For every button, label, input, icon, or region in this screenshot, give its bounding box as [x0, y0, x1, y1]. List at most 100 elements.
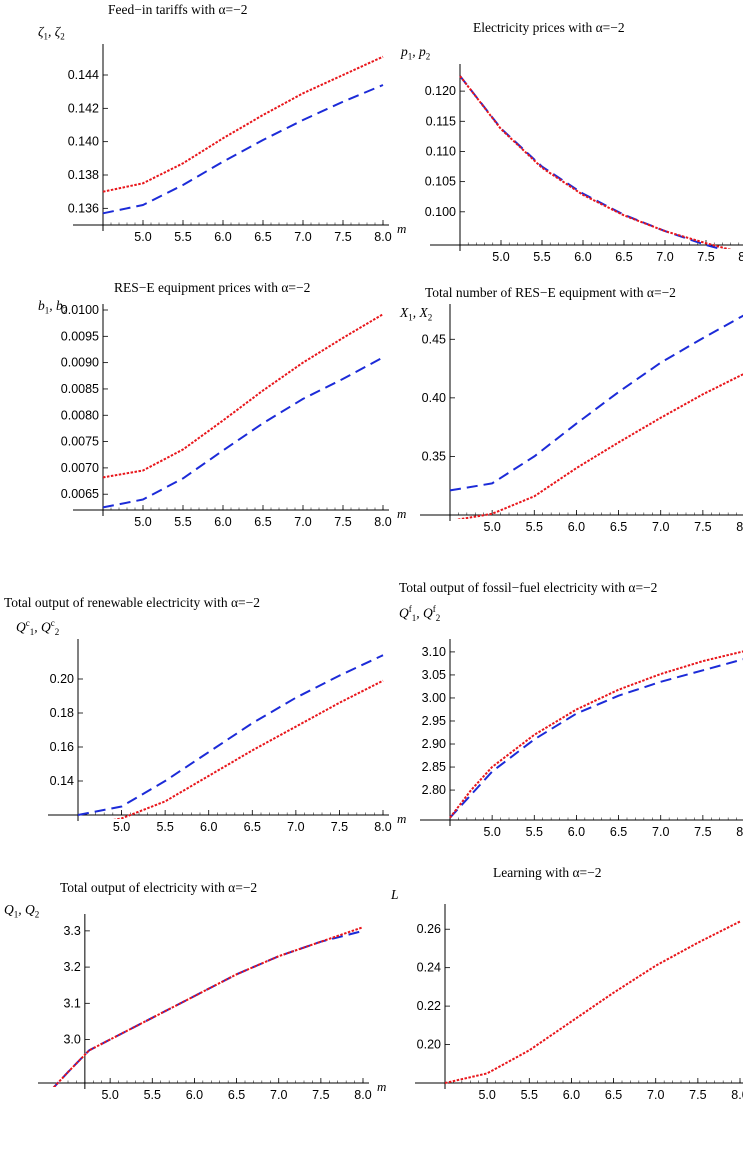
x-tick-label: 6.0: [568, 825, 585, 839]
y-tick-label: 0.0085: [61, 382, 99, 396]
series-line-blue-dashed: [52, 929, 364, 1087]
y-axis-label: ζ1, ζ2: [38, 24, 65, 42]
line-chart: 5.05.56.06.57.07.58.0m0.1000.1050.1100.1…: [425, 64, 743, 264]
x-axis-label: m: [397, 811, 406, 826]
y-tick-label: 0.120: [425, 84, 456, 98]
chart-title: Feed−in tariffs with α=−2: [108, 2, 248, 17]
x-tick-label: 7.5: [689, 1088, 706, 1102]
y-tick-label: 0.110: [426, 144, 456, 158]
x-tick-label: 6.5: [610, 825, 627, 839]
x-tick-label: 5.0: [134, 230, 151, 244]
chart-title: Total output of electricity with α=−2: [60, 880, 258, 895]
x-tick-label: 5.5: [521, 1088, 538, 1102]
x-tick-label: 8.0: [736, 520, 743, 534]
x-tick-label: 6.5: [254, 230, 271, 244]
x-tick-label: 7.0: [294, 230, 311, 244]
series-line-blue-dashed: [102, 356, 384, 509]
x-tick-label: 5.5: [174, 515, 191, 529]
x-tick-label: 7.5: [331, 820, 348, 834]
y-tick-label: 0.0075: [61, 435, 99, 449]
x-tick-label: 5.0: [101, 1088, 118, 1102]
x-tick-label: 5.0: [483, 520, 500, 534]
y-tick-label: 0.105: [425, 175, 456, 189]
x-tick-label: 7.0: [652, 825, 669, 839]
x-tick-label: 8.0: [374, 515, 391, 529]
y-axis-label: Qf1, Qf2: [399, 604, 441, 624]
y-tick-label: 0.0095: [61, 329, 99, 343]
x-axis-label: m: [377, 1079, 386, 1094]
x-tick-label: 5.0: [478, 1088, 495, 1102]
x-tick-label: 5.5: [526, 825, 543, 839]
x-tick-label: 6.0: [574, 250, 591, 264]
x-tick-label: 7.0: [287, 820, 304, 834]
chart-title: Learning with α=−2: [493, 865, 602, 880]
y-tick-label: 0.136: [68, 201, 99, 215]
y-tick-label: 0.24: [417, 961, 441, 975]
y-tick-label: 2.80: [422, 783, 446, 797]
series-line-red-dotted: [444, 920, 741, 1084]
line-chart: 5.05.56.06.57.07.58.0m2.802.852.902.953.…: [420, 639, 743, 839]
x-tick-label: 7.5: [697, 250, 714, 264]
y-tick-label: 0.35: [422, 449, 446, 463]
x-tick-label: 7.5: [334, 515, 351, 529]
x-tick-label: 8.0: [736, 825, 743, 839]
x-tick-label: 6.5: [615, 250, 632, 264]
y-tick-label: 3.00: [422, 691, 446, 705]
y-tick-label: 0.18: [50, 706, 74, 720]
y-tick-label: 3.3: [63, 924, 80, 938]
line-chart: 5.0 5.5 6.0 6.5 7.0 7.5 8.0 m 0.136 0.138 0.140 0.1…: [68, 44, 406, 244]
y-tick-label: 0.22: [417, 999, 441, 1013]
x-tick-label: 6.0: [200, 820, 217, 834]
y-tick-label: 0.0065: [61, 487, 99, 501]
x-tick-label: 7.5: [312, 1088, 329, 1102]
y-tick-label: 0.26: [417, 922, 441, 936]
x-tick-label: 5.0: [113, 820, 130, 834]
x-tick-label: 7.0: [652, 520, 669, 534]
y-tick-label: 0.142: [68, 101, 99, 115]
x-tick-label: 5.5: [156, 820, 173, 834]
chart-title: Electricity prices with α=−2: [473, 20, 625, 35]
x-tick-label: 8.0: [354, 1088, 371, 1102]
chart-title: Total output of renewable electricity wi…: [4, 595, 261, 610]
y-tick-label: 0.45: [422, 332, 446, 346]
x-axis-label: m: [397, 506, 406, 521]
x-tick-label: 6.0: [568, 520, 585, 534]
x-tick-label: 5.0: [483, 825, 500, 839]
series-line-red-dotted: [102, 313, 384, 479]
chart-title: Total output of fossil−fuel electricity …: [399, 580, 658, 595]
y-tick-label: 0.100: [425, 205, 456, 219]
y-axis-label: b1, b2: [38, 298, 68, 316]
series-line-red-dotted: [459, 75, 732, 249]
x-tick-label: 6.5: [610, 520, 627, 534]
x-tick-label: 5.5: [174, 230, 191, 244]
series-line-blue-dashed: [77, 654, 384, 816]
y-tick-label: 0.115: [426, 114, 456, 128]
y-tick-label: 2.85: [422, 760, 446, 774]
x-tick-label: 6.5: [244, 820, 261, 834]
y-tick-label: 2.90: [422, 737, 446, 751]
y-tick-label: 0.0080: [61, 408, 99, 422]
y-tick-label: 0.14: [50, 774, 74, 788]
y-tick-label: 0.0100: [61, 303, 99, 317]
x-tick-label: 5.0: [134, 515, 151, 529]
x-axis-label: m: [397, 221, 406, 236]
x-tick-label: 5.5: [533, 250, 550, 264]
line-chart: 5.05.56.06.57.07.58.0m0.200.220.240.26: [415, 904, 743, 1102]
x-tick-label: 6.5: [254, 515, 271, 529]
y-tick-label: 0.20: [417, 1038, 441, 1052]
series-line-red-dotted: [455, 373, 743, 519]
line-chart: 5.0 5.5 6.0 6.5 7.0 7.5 8.0 m 0.14 0.16 0.18 0.20: [48, 639, 406, 834]
chart-title: Total number of RES−E equipment with α=−…: [425, 285, 676, 300]
y-tick-label: 0.138: [68, 168, 99, 182]
x-tick-label: 7.0: [647, 1088, 664, 1102]
series-line-blue-dashed: [449, 658, 743, 819]
x-tick-label: 5.5: [526, 520, 543, 534]
x-tick-label: 8.0: [731, 1088, 743, 1102]
x-tick-label: 6.0: [563, 1088, 580, 1102]
line-chart: 5.0 5.5 6.0 6.5 7.0 7.5 8.0 m 3.0 3.1 3.2 3.3: [38, 914, 386, 1102]
y-tick-label: 0.20: [50, 672, 74, 686]
y-axis-label: Qc1, Qc2: [16, 618, 60, 638]
y-axis-label: L: [391, 887, 399, 902]
line-chart: 5.0 5.5 6.0 6.5 7.0 7.5 8.0 m 0.0065 0.0070 0.0075…: [61, 303, 407, 529]
x-tick-label: 5.0: [492, 250, 509, 264]
